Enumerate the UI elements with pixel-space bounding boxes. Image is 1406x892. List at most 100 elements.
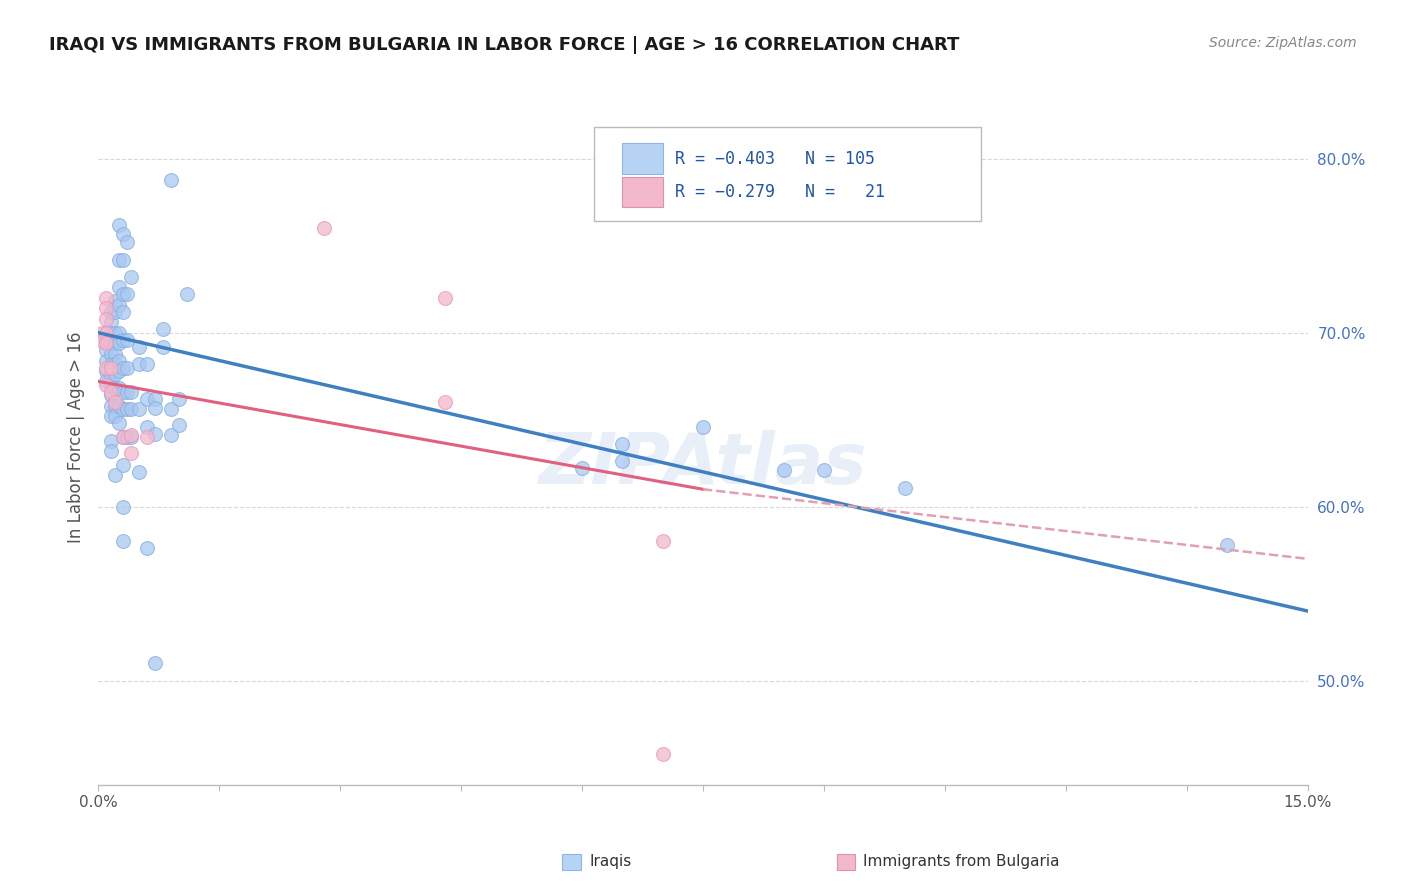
Point bbox=[111, 402, 134, 417]
Point bbox=[100, 368, 122, 382]
Point bbox=[120, 270, 142, 285]
Point bbox=[100, 336, 122, 351]
Point bbox=[1216, 538, 1239, 552]
Text: ZIPAtlas: ZIPAtlas bbox=[538, 431, 868, 500]
Point bbox=[100, 305, 122, 319]
Point bbox=[107, 326, 129, 340]
Point bbox=[160, 172, 183, 186]
Point bbox=[103, 399, 125, 413]
Point bbox=[143, 392, 166, 406]
Point bbox=[111, 430, 134, 444]
Point bbox=[160, 402, 183, 417]
Point bbox=[111, 384, 134, 399]
Point bbox=[120, 430, 142, 444]
Point bbox=[135, 419, 157, 434]
Point bbox=[176, 287, 198, 301]
Point bbox=[143, 401, 166, 415]
Point bbox=[152, 322, 174, 336]
Point bbox=[152, 340, 174, 354]
Point bbox=[772, 463, 794, 477]
Point bbox=[115, 235, 138, 250]
Point bbox=[100, 360, 122, 375]
Point bbox=[107, 280, 129, 294]
Point bbox=[571, 461, 593, 475]
Point bbox=[612, 437, 634, 451]
Point bbox=[128, 402, 150, 417]
Point bbox=[111, 360, 134, 375]
Point bbox=[135, 541, 157, 556]
Point bbox=[115, 402, 138, 417]
Point bbox=[120, 428, 142, 442]
Point bbox=[96, 291, 118, 305]
Point bbox=[128, 340, 150, 354]
Point bbox=[111, 287, 134, 301]
Text: Immigrants from Bulgaria: Immigrants from Bulgaria bbox=[863, 855, 1060, 869]
Point bbox=[111, 458, 134, 472]
Point bbox=[96, 336, 118, 351]
Point bbox=[135, 430, 157, 444]
Point bbox=[107, 416, 129, 430]
Point bbox=[107, 252, 129, 267]
Point bbox=[100, 357, 122, 371]
Point bbox=[96, 311, 118, 326]
Point bbox=[96, 377, 118, 392]
Point bbox=[103, 294, 125, 309]
Point bbox=[103, 381, 125, 395]
Point bbox=[91, 326, 114, 340]
Point bbox=[135, 357, 157, 371]
Point bbox=[612, 454, 634, 468]
Point bbox=[103, 305, 125, 319]
Point bbox=[135, 392, 157, 406]
Point bbox=[111, 333, 134, 347]
Text: IRAQI VS IMMIGRANTS FROM BULGARIA IN LABOR FORCE | AGE > 16 CORRELATION CHART: IRAQI VS IMMIGRANTS FROM BULGARIA IN LAB… bbox=[49, 36, 959, 54]
Point bbox=[128, 465, 150, 479]
Point bbox=[314, 221, 336, 235]
Point bbox=[111, 500, 134, 514]
Point bbox=[107, 298, 129, 312]
Point bbox=[434, 291, 457, 305]
Text: R = −0.403   N = 105: R = −0.403 N = 105 bbox=[675, 150, 875, 168]
Point bbox=[107, 218, 129, 232]
Point bbox=[143, 426, 166, 441]
Point bbox=[115, 384, 138, 399]
Point bbox=[103, 336, 125, 351]
Point bbox=[651, 534, 673, 549]
Point bbox=[100, 346, 122, 360]
Point bbox=[100, 409, 122, 424]
Point bbox=[100, 444, 122, 458]
Point bbox=[107, 353, 129, 368]
Point bbox=[115, 287, 138, 301]
Point bbox=[813, 463, 835, 477]
Text: Source: ZipAtlas.com: Source: ZipAtlas.com bbox=[1209, 36, 1357, 50]
Point bbox=[96, 353, 118, 368]
Point bbox=[115, 360, 138, 375]
Point bbox=[115, 333, 138, 347]
Point bbox=[143, 657, 166, 671]
Point bbox=[100, 384, 122, 399]
Point bbox=[91, 334, 114, 349]
FancyBboxPatch shape bbox=[621, 177, 664, 208]
Point bbox=[692, 419, 714, 434]
Point bbox=[96, 343, 118, 358]
Point bbox=[96, 360, 118, 375]
Point bbox=[111, 252, 134, 267]
Point bbox=[120, 402, 142, 417]
Point bbox=[103, 357, 125, 371]
Point bbox=[120, 384, 142, 399]
Point bbox=[100, 388, 122, 402]
Point bbox=[111, 430, 134, 444]
Y-axis label: In Labor Force | Age > 16: In Labor Force | Age > 16 bbox=[66, 331, 84, 543]
Point bbox=[160, 428, 183, 442]
Point bbox=[100, 326, 122, 340]
Point bbox=[107, 399, 129, 413]
Point bbox=[103, 468, 125, 483]
Point bbox=[167, 417, 190, 432]
Point bbox=[167, 392, 190, 406]
Point bbox=[103, 409, 125, 424]
Point bbox=[96, 375, 118, 389]
Point bbox=[96, 326, 118, 340]
Point bbox=[96, 364, 118, 378]
Point bbox=[100, 434, 122, 448]
Point bbox=[103, 395, 125, 409]
Point bbox=[100, 315, 122, 329]
